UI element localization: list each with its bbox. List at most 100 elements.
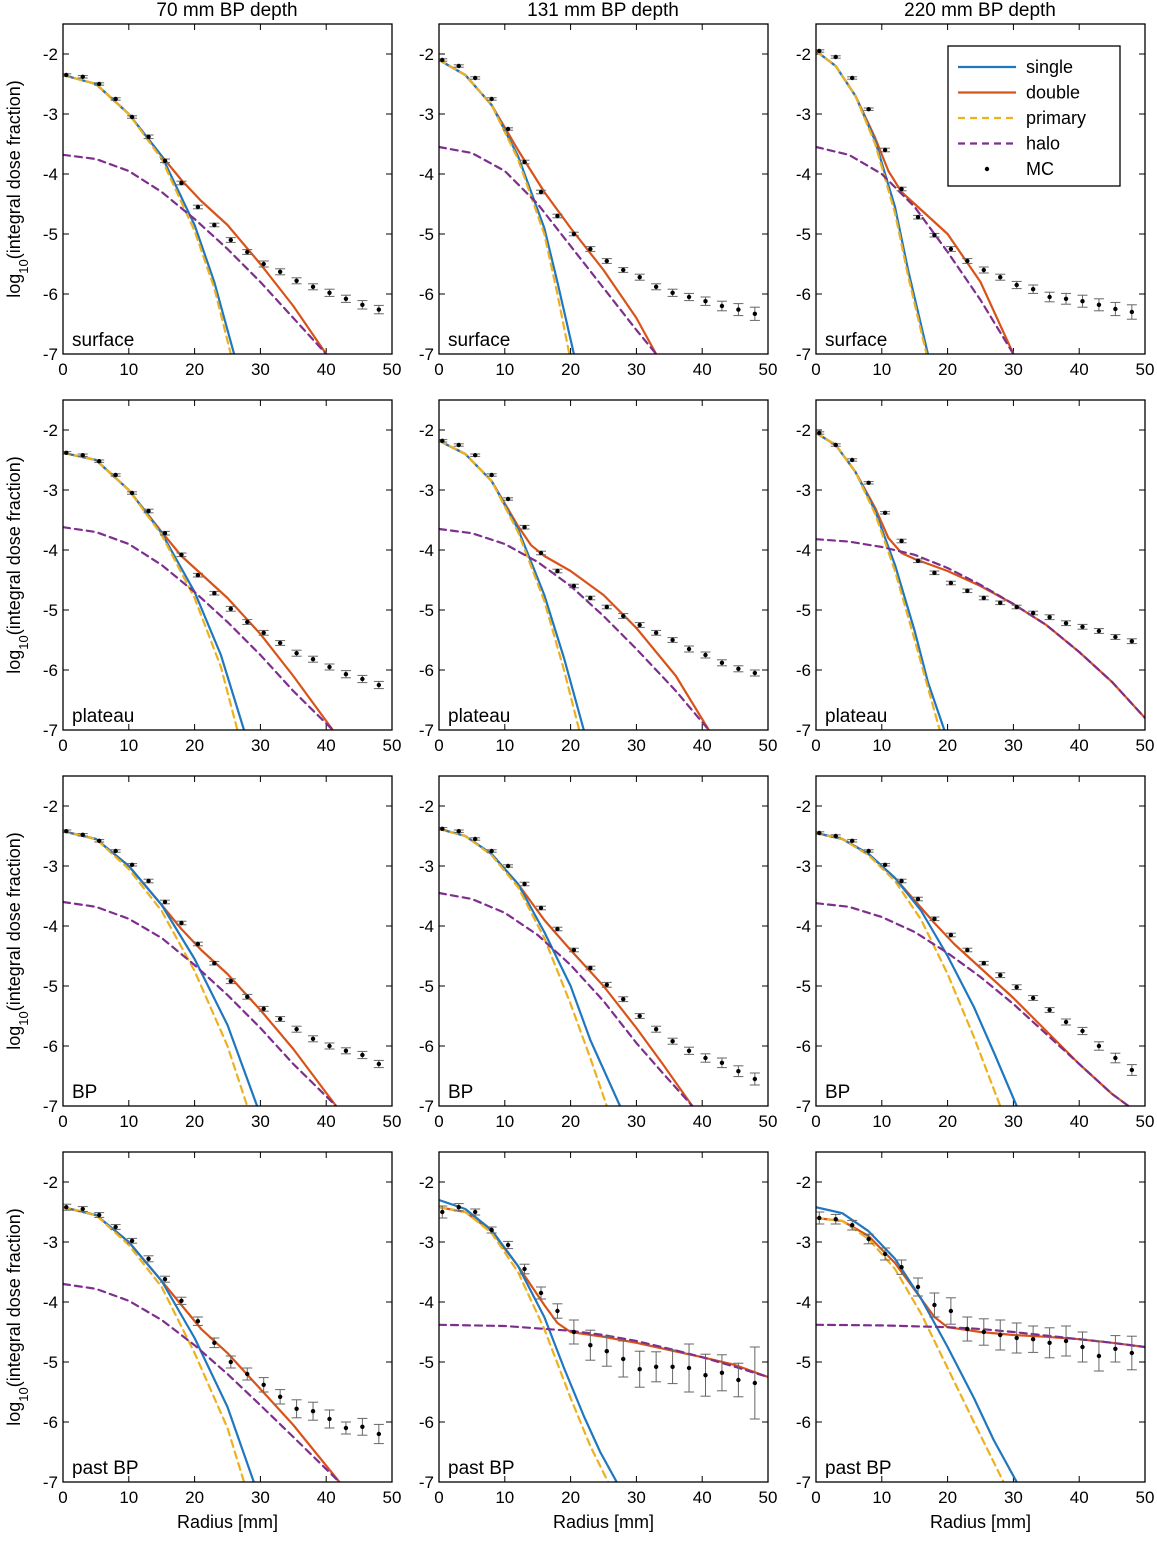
mc-marker [195, 941, 201, 947]
x-tick-label: 50 [759, 1488, 778, 1507]
mc-marker [555, 926, 560, 932]
mc-point [503, 1240, 514, 1250]
mc-marker [1014, 985, 1019, 990]
legend-label: single [1026, 57, 1073, 77]
mc-marker [866, 480, 871, 485]
series-line-double [816, 431, 1145, 720]
x-tick-label: 0 [434, 736, 443, 755]
mc-marker [146, 1256, 151, 1262]
legend-item-single: single [958, 57, 1073, 77]
x-tick-label: 0 [434, 1112, 443, 1131]
mc-point [1110, 634, 1121, 640]
mc-point [486, 472, 497, 478]
mc-point [258, 260, 269, 268]
mc-point [127, 490, 138, 496]
mc-point [618, 267, 629, 273]
mc-point [700, 1053, 711, 1063]
mc-marker [195, 204, 201, 210]
mc-marker [1113, 1055, 1118, 1061]
mc-marker [866, 1236, 871, 1242]
mc-marker [80, 832, 85, 837]
mc-marker [327, 664, 332, 670]
mc-marker [849, 457, 855, 463]
mc-point [470, 75, 481, 81]
mc-marker [736, 666, 741, 671]
mc-marker [327, 290, 332, 295]
mc-marker [998, 600, 1003, 605]
mc-point [535, 550, 546, 556]
x-tick-label: 10 [119, 1488, 138, 1507]
mc-marker [179, 920, 184, 926]
mc-marker [604, 982, 609, 987]
mc-point [962, 1316, 973, 1342]
y-tick-label: -5 [43, 977, 58, 996]
y-axis-label: log10(integral dose fraction) [4, 832, 31, 1050]
series-line-single [439, 827, 622, 1106]
mc-marker [440, 438, 445, 443]
mc-marker [686, 646, 692, 652]
y-tick-label: -6 [43, 1037, 58, 1056]
y-axis-labels: log10(integral dose fraction) log10(integ… [4, 80, 31, 1426]
mc-point [1093, 1041, 1104, 1051]
mc-marker [212, 961, 217, 966]
x-tick-label: 50 [383, 360, 402, 379]
mc-marker [719, 303, 725, 309]
mc-marker [981, 1329, 986, 1335]
mc-point [634, 1013, 645, 1019]
mc-marker [228, 606, 233, 611]
x-tick-label: 30 [251, 360, 270, 379]
mc-point [733, 1362, 744, 1398]
mc-point [308, 1401, 319, 1421]
mc-point [373, 1059, 384, 1069]
x-tick-label: 40 [317, 1112, 336, 1131]
mc-marker [1063, 1338, 1069, 1344]
mc-marker [376, 1061, 382, 1067]
mc-marker [981, 595, 986, 601]
mc-marker [571, 583, 577, 589]
x-tick-label: 0 [434, 1488, 443, 1507]
mc-marker [1030, 995, 1036, 1001]
mc-marker [1080, 1028, 1085, 1034]
mc-marker [538, 905, 544, 911]
x-tick-label: 40 [693, 360, 712, 379]
series-line-double [63, 451, 334, 730]
y-tick-label: -2 [796, 45, 811, 64]
y-tick-label: -4 [43, 917, 58, 936]
mc-marker [146, 134, 151, 139]
plot-area [439, 1198, 768, 1482]
series-line-primary [816, 49, 928, 354]
series-line-halo [63, 153, 328, 354]
mc-point [242, 249, 253, 255]
mc-point [519, 524, 530, 530]
mc-marker [113, 472, 118, 478]
series-line-primary [816, 1216, 1005, 1482]
axes-frame [62, 23, 393, 355]
mc-marker [1096, 1043, 1102, 1049]
mc-marker [1030, 610, 1036, 616]
y-tick-label: -3 [796, 857, 811, 876]
mc-point [978, 266, 989, 274]
mc-point [275, 1016, 286, 1022]
panel-surface-2: 0 10 20 30 40 50 -7 -6 -5 -4 -3 -2 surface [796, 23, 1154, 379]
y-tick-label: -4 [43, 1293, 58, 1312]
mc-marker [294, 651, 299, 656]
panels: 0 10 20 30 40 50 -7 -6 -5 -4 -3 -2 surface 0 10 20 30 40 5… [43, 23, 1154, 1532]
mc-marker [80, 453, 85, 458]
mc-point [716, 1354, 727, 1392]
mc-marker [948, 580, 954, 586]
y-tick-label: -6 [796, 1037, 811, 1056]
mc-point [912, 558, 923, 564]
mc-point [618, 613, 629, 619]
mc-point [880, 1247, 891, 1261]
y-axis-label: log10(integral dose fraction) [4, 80, 31, 298]
mc-marker [1080, 299, 1085, 304]
mc-marker [1080, 624, 1085, 629]
y-tick-label: -3 [419, 857, 434, 876]
x-tick-label: 30 [251, 1488, 270, 1507]
panel-past-bp-0: 0 10 20 30 40 50 -7 -6 -5 -4 -3 -2 past BP Radius [mm… [43, 1151, 401, 1532]
mc-marker [245, 1371, 250, 1377]
mc-marker [817, 48, 822, 54]
mc-point [324, 288, 335, 297]
mc-point [552, 1303, 563, 1319]
